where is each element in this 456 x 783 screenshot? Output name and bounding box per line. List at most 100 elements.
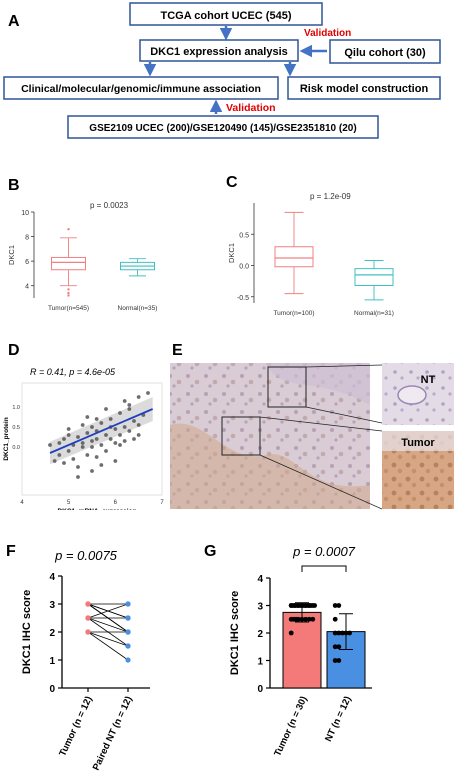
y-tick-label: 0.0 (12, 445, 20, 451)
data-point (292, 603, 298, 608)
scatter-point (57, 441, 62, 445)
panel-f-letter: F (6, 543, 16, 560)
pair-line (87, 631, 129, 647)
data-point (303, 603, 308, 608)
data-point (290, 616, 296, 622)
y-tick-label: 1.0 (12, 405, 20, 411)
panel-c-letter: C (226, 174, 238, 191)
data-point (332, 630, 338, 636)
x-tick-label: Tumor(n=100) (273, 310, 314, 317)
nt-point (125, 601, 131, 607)
scatter-point (122, 425, 127, 429)
tumor-point (85, 601, 91, 607)
y-axis-label: DKC1 IHC score (21, 590, 33, 674)
y-tick-label: 4 (257, 574, 263, 585)
data-point (336, 644, 342, 650)
x-tick-label: NT (n = 12) (323, 695, 354, 744)
y-tick-label: 2 (257, 629, 263, 640)
x-tick-label: Tumor (n = 12) (57, 695, 94, 759)
data-point (336, 603, 342, 608)
nt-point (125, 629, 131, 635)
data-point (332, 644, 338, 650)
nt-point (125, 643, 131, 649)
y-axis-label: DKC1_protein (3, 417, 10, 460)
scatter-point (48, 443, 52, 447)
panel-a-flowchart: A TCGA cohort UCEC (545) Validation DKC1… (3, 2, 441, 139)
scatter-point (94, 437, 99, 441)
pair-line (87, 617, 129, 633)
scatter-point (76, 465, 80, 469)
panel-g-bar-plot: G p = 0.0007 0 1 2 3 4 DKC1 IHC score Tumor (n… (204, 543, 372, 759)
data-point (303, 616, 308, 622)
x-tick-label: 7 (160, 500, 164, 506)
data-point (296, 603, 301, 608)
scatter-point (127, 407, 132, 411)
data-point (343, 630, 349, 636)
y-tick-label: 10 (21, 210, 29, 217)
scatter-point (108, 437, 113, 441)
tumor-region-box (221, 416, 261, 456)
outlier-point (67, 291, 70, 295)
y-tick-label: 0 (49, 684, 55, 695)
regression-line (49, 408, 154, 454)
scatter-point (99, 421, 104, 425)
y-tick-label: 4 (49, 572, 55, 583)
scatter-point (62, 437, 66, 441)
x-tick-label: Tumor (n = 30) (272, 695, 309, 759)
data-point (347, 630, 352, 636)
tumor-label: Tumor (401, 437, 435, 449)
data-point (306, 603, 312, 608)
panel-b-boxplot: B p = 0.0023 4 6 8 10 DKC1 Tumor(n=545) Normal… (7, 177, 157, 312)
scatter-point (80, 441, 85, 445)
box-clinical-label: Clinical/molecular/genomic/immune associ… (21, 83, 261, 95)
y-tick-label: 3 (257, 602, 263, 613)
x-tick-label: 5 (67, 500, 71, 506)
tumor-point (85, 629, 91, 635)
data-point (288, 603, 294, 608)
scatter-point (136, 395, 141, 399)
data-point (310, 616, 316, 622)
data-point (332, 603, 338, 608)
scatter-point (122, 399, 127, 403)
data-point (306, 616, 312, 622)
scatter-point (127, 403, 132, 407)
panel-f-paired-plot: F p = 0.0075 0 1 2 3 4 DKC1 IHC score Tumor (n… (6, 543, 150, 773)
tumor-point (85, 615, 91, 621)
box (274, 246, 314, 268)
data-point (299, 603, 305, 608)
scatter-point (146, 391, 150, 395)
panel-g-letter: G (204, 543, 216, 560)
pair-line (87, 603, 129, 619)
scatter-point (113, 427, 118, 431)
x-tick-label: 6 (114, 500, 118, 506)
scatter-point (118, 411, 122, 415)
scatter-point (80, 445, 85, 449)
y-tick-label: 3 (49, 600, 55, 611)
scatter-point (94, 417, 99, 421)
x-axis-label: DKC1_mRNA_expression (57, 508, 136, 510)
scatter-point (118, 433, 122, 437)
panel-c-pvalue: p = 1.2e-09 (310, 192, 351, 201)
panel-a-letter: A (8, 13, 20, 30)
scatter-point (85, 431, 90, 435)
scatter-point (99, 443, 104, 447)
data-point (336, 658, 342, 663)
panel-f-pvalue: p = 0.0075 (54, 548, 118, 563)
y-tick-label: 6 (25, 259, 29, 266)
x-tick-label: Paired NT (n = 12) (91, 695, 135, 773)
box-tcga (129, 2, 323, 26)
scatter-point (66, 427, 71, 431)
scatter-point (136, 433, 141, 437)
scatter-point (113, 441, 118, 445)
scatter-point (90, 469, 94, 473)
scatter-point (76, 475, 80, 479)
scatter-point (104, 433, 108, 437)
pair-line (87, 631, 129, 661)
panel-g-pvalue: p = 0.0007 (292, 544, 356, 559)
scatter-point (122, 439, 127, 443)
data-point (332, 658, 338, 663)
bar (282, 611, 322, 689)
y-tick-label: 0 (257, 684, 263, 695)
y-axis-label: DKC1 (7, 245, 16, 265)
